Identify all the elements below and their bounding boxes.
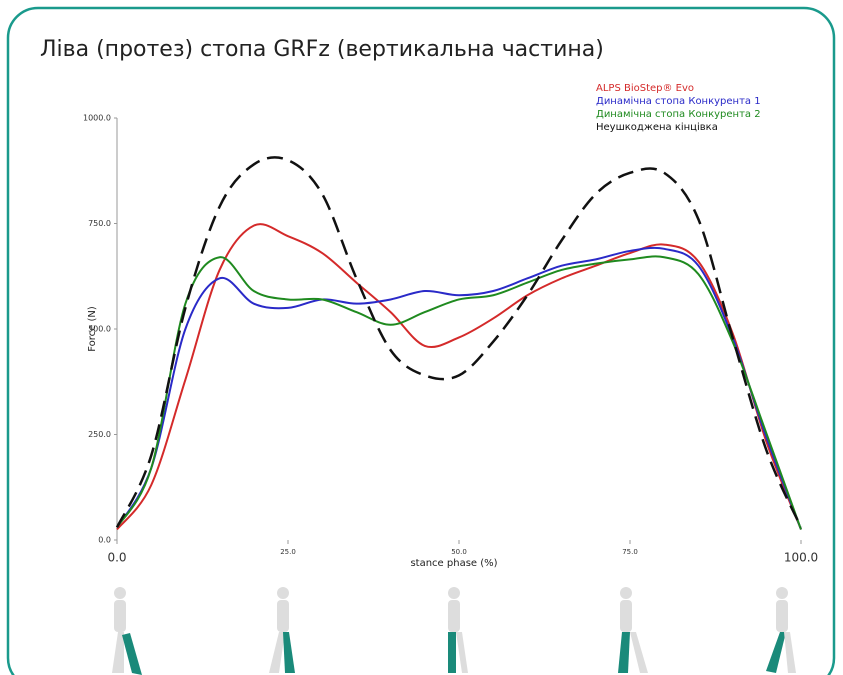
- chart: Ліва (протез) стопа GRFz (вертикальна ча…: [0, 0, 843, 675]
- legend-entry: Динамічна стопа Конкурента 2: [596, 108, 761, 120]
- x-tick-label: 50.0: [451, 548, 467, 556]
- x-tick-label: 75.0: [622, 548, 638, 556]
- x-axis-label: stance phase (%): [410, 558, 497, 569]
- y-tick-label: 0.0: [98, 536, 111, 545]
- legend-entry: Динамічна стопа Конкурента 1: [596, 95, 761, 107]
- x-tick-label: 100.0: [784, 551, 818, 565]
- y-tick-label: 1000.0: [83, 114, 111, 123]
- x-tick-label: 0.0: [107, 551, 126, 565]
- legend-entry: Неушкоджена кінцівка: [596, 121, 718, 133]
- y-tick-label: 250.0: [88, 430, 111, 439]
- legend-entry: ALPS BioStep® Evo: [596, 83, 694, 94]
- chart-title: Ліва (протез) стопа GRFz (вертикальна ча…: [40, 37, 604, 62]
- y-tick-label: 750.0: [88, 219, 111, 228]
- x-tick-label: 25.0: [280, 548, 296, 556]
- y-tick-label: 500.0: [88, 325, 111, 334]
